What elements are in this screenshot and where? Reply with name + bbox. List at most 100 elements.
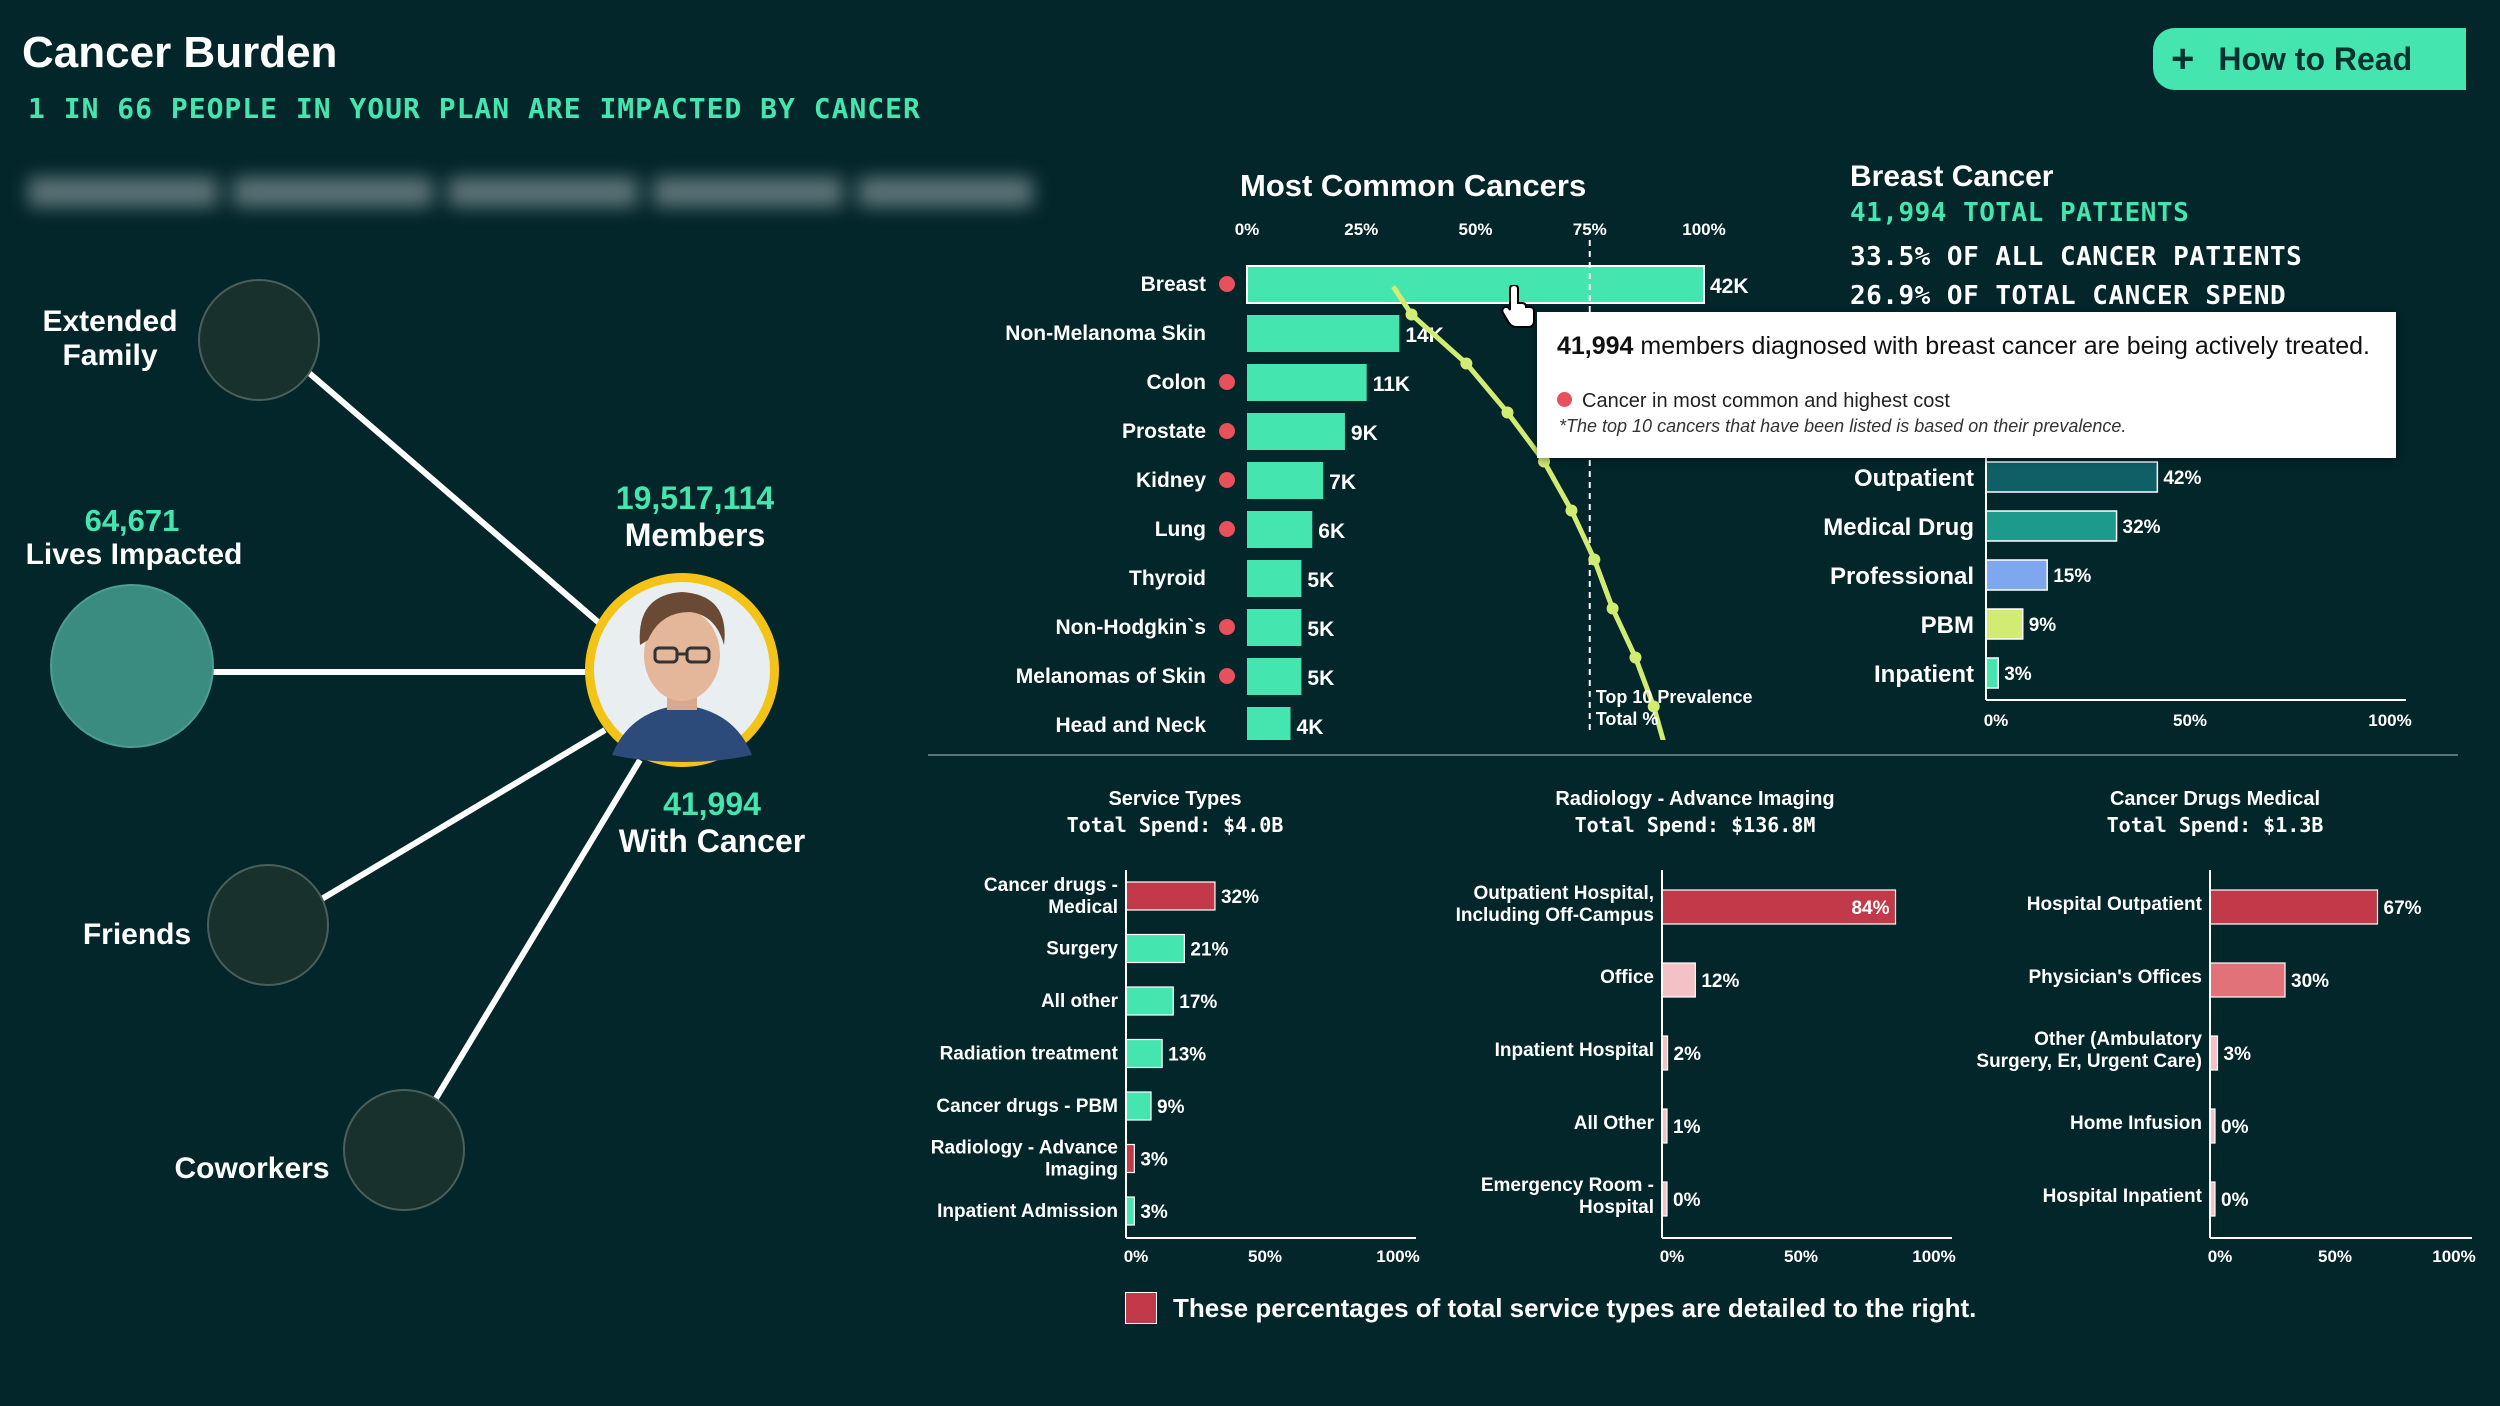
bar[interactable] (1125, 881, 1216, 911)
bar-category-label: Inpatient Hospital (1495, 1040, 1654, 1061)
bar[interactable] (1125, 1143, 1135, 1174)
impact-network (50, 279, 779, 1211)
breast-bar[interactable] (1985, 510, 2118, 542)
mc-value-label: 11K (1373, 373, 1410, 396)
bar-value-label: 17% (1179, 992, 1217, 1013)
bar[interactable] (2209, 889, 2379, 925)
mc-axis-tick: 100% (1682, 220, 1725, 239)
breast-bar[interactable] (1985, 657, 1999, 689)
node-extended-family[interactable] (198, 279, 320, 401)
mc-axis-tick: 75% (1573, 220, 1607, 239)
mc-bar[interactable] (1247, 609, 1302, 646)
bar[interactable] (1125, 1038, 1163, 1069)
bar[interactable] (1125, 1091, 1152, 1121)
mc-cumulative-point[interactable] (1538, 455, 1551, 468)
bar-category-label: Emergency Room - (1481, 1175, 1654, 1196)
mc-bar[interactable] (1247, 462, 1324, 499)
bar-value-label: 9% (1157, 1097, 1185, 1118)
breast-bar[interactable] (1985, 608, 2024, 640)
bar[interactable] (1125, 933, 1185, 964)
axis-tick: 100% (1912, 1247, 1955, 1266)
mc-bar[interactable] (1247, 658, 1302, 695)
breast-axis-tick: 50% (2173, 711, 2207, 730)
breast-category-label: PBM (1921, 612, 1974, 639)
lives-impacted-label: Lives Impacted (25, 538, 243, 571)
high-cost-dot-icon (1219, 619, 1235, 635)
bar[interactable] (1661, 889, 1897, 925)
mc-bar[interactable] (1247, 413, 1345, 450)
mc-value-label: 5K (1307, 667, 1334, 690)
breast-bar[interactable] (1985, 559, 2048, 591)
avatar[interactable] (585, 573, 779, 767)
node-friends[interactable] (207, 864, 329, 986)
bar[interactable] (2209, 962, 2286, 998)
bar[interactable] (1125, 986, 1174, 1016)
mc-cumulative-point[interactable] (1588, 553, 1601, 566)
red-dot-icon (1557, 392, 1572, 407)
mc-cumulative-point[interactable] (1647, 700, 1660, 713)
bar-category-label: Outpatient Hospital, (1474, 883, 1655, 904)
breast-bar[interactable] (1985, 461, 2159, 493)
mc-bar[interactable] (1247, 364, 1367, 401)
mc-bar[interactable] (1246, 265, 1705, 304)
mc-bar[interactable] (1247, 511, 1313, 548)
mc-cumulative-point[interactable] (1460, 357, 1473, 370)
mc-bar[interactable] (1247, 560, 1302, 597)
breast-total-patients: 41,994 TOTAL PATIENTS (1850, 198, 2190, 228)
service-types-spend: Total Spend: $4.0B (1066, 813, 1284, 837)
high-cost-dot-icon (1219, 521, 1235, 537)
bar[interactable] (1661, 962, 1696, 998)
members-label: Members (624, 517, 766, 553)
axis-tick: 50% (1248, 1247, 1282, 1266)
drugs-spend: Total Spend: $1.3B (2106, 813, 2324, 837)
breast-category-label: Inpatient (1874, 661, 1974, 688)
axis-tick: 100% (1376, 1247, 1419, 1266)
bar-value-label: 30% (2291, 971, 2329, 992)
mc-bar[interactable] (1247, 315, 1400, 352)
breast-value-label: 32% (2123, 517, 2161, 538)
mc-bar[interactable] (1247, 707, 1291, 740)
red-swatch-icon (1125, 1292, 1157, 1324)
bar-category-label: Radiation treatment (940, 1044, 1119, 1065)
service-types-title: Service Types (1108, 788, 1242, 810)
service-types-chart: Cancer drugs -Medical 32% Surgery 21% All ot… (931, 870, 1420, 1266)
breast-category-label: Medical Drug (1823, 514, 1974, 541)
bar-category-label: Surgery (1046, 939, 1118, 960)
mc-cumulative-point[interactable] (1405, 308, 1418, 321)
bar-category-label: Physician's Offices (2029, 967, 2203, 988)
node-lives-impacted[interactable] (50, 584, 214, 748)
mc-category-label: Non-Melanoma Skin (1005, 322, 1206, 345)
breast-value-label: 42% (2163, 468, 2201, 489)
bar-value-label: 12% (1701, 971, 1739, 992)
mc-axis-tick: 25% (1344, 220, 1378, 239)
bar[interactable] (1125, 1196, 1135, 1226)
node-coworkers[interactable] (343, 1089, 465, 1211)
with-cancer-label: With Cancer (618, 823, 806, 859)
section-divider (928, 754, 2458, 756)
mc-cumulative-point[interactable] (1629, 651, 1642, 664)
breast-share-patients: 33.5% OF ALL CANCER PATIENTS (1850, 242, 2303, 272)
mc-cumulative-point[interactable] (1501, 406, 1514, 419)
high-cost-dot-icon (1219, 374, 1235, 390)
with-cancer-value: 41,994 (663, 786, 761, 822)
drugs-title: Cancer Drugs Medical (2109, 788, 2321, 810)
cursor-hand-icon (1501, 285, 1535, 328)
mc-cumulative-point[interactable] (1606, 602, 1619, 615)
bar[interactable] (2209, 1035, 2219, 1071)
how-to-read-button[interactable]: + How to Read (2153, 28, 2466, 90)
bar-category-label: Inpatient Admission (937, 1201, 1118, 1222)
radiology-header: Radiology - Advance Imaging Total Spend:… (1490, 786, 1900, 838)
edge-friends (318, 727, 607, 903)
mc-value-label: 4K (1297, 716, 1324, 739)
tooltip-count: 41,994 (1557, 332, 1634, 360)
bar-category-label: Hospital (1579, 1197, 1654, 1218)
axis-tick: 50% (2318, 1247, 2352, 1266)
axis-tick: 0% (1660, 1247, 1685, 1266)
breast-value-label: 3% (2004, 664, 2032, 685)
axis-tick: 50% (1784, 1247, 1818, 1266)
bar-category-label: Medical (1048, 897, 1118, 918)
blurred-text (18, 155, 1043, 225)
mc-cumulative-point[interactable] (1565, 504, 1578, 517)
bar-category-label: Radiology - Advance (931, 1138, 1118, 1159)
radiology-chart: Outpatient Hospital,Including Off-Campus… (1456, 870, 1956, 1266)
